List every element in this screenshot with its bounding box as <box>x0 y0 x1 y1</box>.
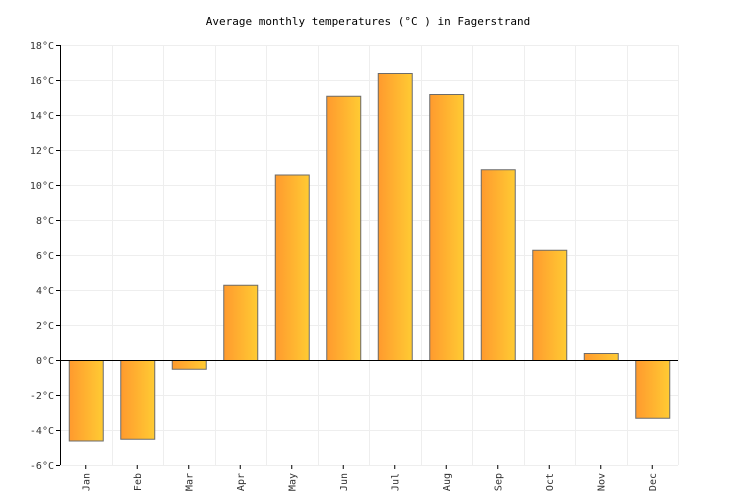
bar-aug <box>429 94 465 361</box>
y-tick-label: 6°C <box>36 251 54 262</box>
x-tick-label: Mar <box>184 473 195 491</box>
bar-mar <box>171 360 207 370</box>
bar-sep <box>480 169 516 361</box>
y-tick-label: -4°C <box>30 426 54 437</box>
y-tick-label: 0°C <box>36 356 54 367</box>
x-tick-label: Jun <box>339 473 350 491</box>
bar-jul <box>377 73 413 361</box>
y-tick-label: 16°C <box>30 76 54 87</box>
y-tick-label: 14°C <box>30 111 54 122</box>
x-tick-label: Jan <box>81 473 92 491</box>
y-tick-label: 8°C <box>36 216 54 227</box>
y-tick-label: 12°C <box>30 146 54 157</box>
x-tick-label: Aug <box>442 473 453 491</box>
bar-dec <box>635 360 671 419</box>
bar-apr <box>223 284 259 361</box>
x-axis-ticks: Jan Feb Mar Apr May Jun Jul Aug Sep Oct Nov Dec <box>81 465 659 491</box>
x-tick-label: Feb <box>133 473 144 491</box>
y-tick-label: -6°C <box>30 461 54 472</box>
y-tick-label: -2°C <box>30 391 54 402</box>
y-tick-label: 2°C <box>36 321 54 332</box>
x-tick-label: Dec <box>648 473 659 491</box>
x-tick-label: May <box>287 473 298 491</box>
bar-feb <box>120 360 156 440</box>
chart-title: Average monthly temperatures (°C ) in Fa… <box>205 15 531 28</box>
bar-jan <box>68 360 104 442</box>
x-tick-label: Oct <box>545 473 556 491</box>
y-axis-ticks: 18°C 16°C 14°C 12°C 10°C 8°C 6°C 4°C 2°C 0°C -2°C -… <box>30 41 60 472</box>
bar-jun <box>326 95 362 361</box>
x-tick-label: Jul <box>390 473 401 491</box>
y-tick-label: 4°C <box>36 286 54 297</box>
x-tick-label: Sep <box>493 473 504 491</box>
x-tick-label: Nov <box>596 473 607 491</box>
bar-nov <box>583 353 619 361</box>
y-tick-label: 18°C <box>30 41 54 52</box>
bar-oct <box>532 249 568 361</box>
bar-may <box>274 174 310 361</box>
y-tick-label: 10°C <box>30 181 54 192</box>
x-tick-label: Apr <box>236 473 247 491</box>
bars <box>68 73 671 442</box>
